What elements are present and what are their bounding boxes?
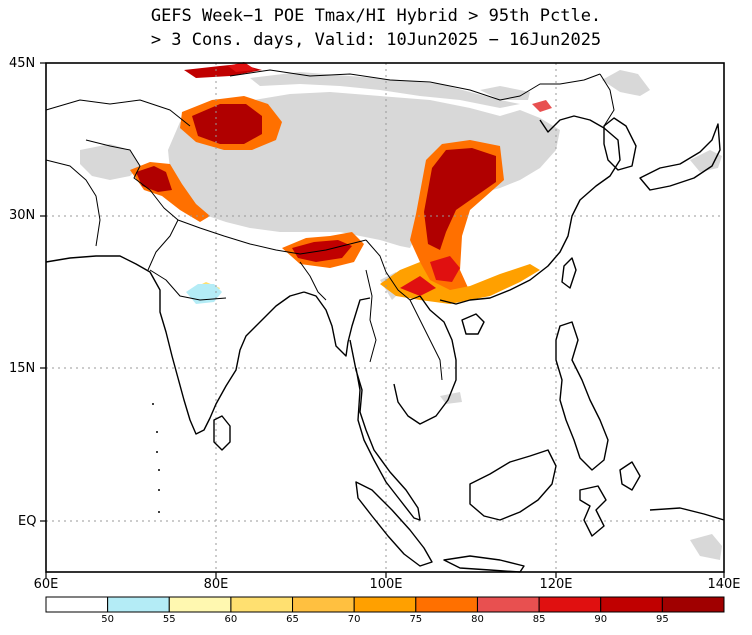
japan: [639, 123, 721, 191]
colorbar-swatch: [600, 596, 663, 613]
colorbar-swatch: [538, 596, 602, 613]
signal-sichuan-core: [424, 148, 496, 250]
border-iran-afghan: [45, 159, 101, 247]
bay-of-bengal-coast: [303, 291, 371, 357]
border-india-central: [149, 269, 227, 301]
gray-newguinea-patch: [690, 534, 722, 560]
lon-label-140e: 140E: [707, 577, 741, 592]
colorbar-swatch: [415, 596, 478, 613]
border-laos-vietnam: [409, 299, 443, 381]
signal-guangxi-red: [430, 256, 460, 282]
map-title-line2: > 3 Cons. days, Valid: 10Jun2025 − 16Jun…: [150, 30, 602, 50]
colorbar-label: 90: [594, 614, 608, 625]
border-central-asia: [45, 99, 191, 127]
sumatra: [355, 481, 433, 567]
lat-label-30n: 30N: [9, 208, 36, 223]
border-himalaya: [177, 219, 367, 255]
taiwan: [561, 257, 577, 289]
malay-peninsula: [349, 339, 421, 521]
lat-label-15n: 15N: [9, 361, 36, 376]
gray-mongolia-strip: [250, 72, 520, 108]
lat-label-45n: 45N: [9, 56, 36, 71]
colorbar-label: 60: [224, 614, 238, 625]
gray-afghanistan: [80, 144, 140, 180]
lon-label-100e: 100E: [369, 577, 403, 592]
country-borders: [45, 69, 615, 381]
colorbar-label: 80: [471, 614, 484, 625]
gray-sea-patch: [440, 392, 462, 404]
lon-label-80e: 80E: [203, 577, 229, 592]
gray-korea-patch: [602, 70, 650, 96]
colorbar-label: 65: [286, 614, 299, 625]
colorbar-label: 85: [532, 614, 546, 625]
india-west-coast: [45, 255, 305, 435]
axis-ticks: [40, 62, 725, 578]
colorbar-swatch: [107, 596, 170, 613]
colorbar-swatch: [476, 596, 540, 613]
colorbar-swatch: [292, 596, 355, 613]
border-myanmar-thai: [365, 269, 377, 363]
border-china-myanmar: [365, 239, 421, 301]
graticule: [46, 63, 724, 572]
south-china-coast: [439, 115, 621, 305]
colorbar-swatch: [353, 596, 417, 613]
signal-north-red: [228, 62, 256, 72]
map-title-line1: GEFS Week−1 POE Tmax/HI Hybrid > 95th Pc…: [150, 6, 602, 26]
border-afghan-pak: [85, 139, 179, 221]
colorbar-label: 55: [162, 614, 176, 625]
lat-label-eq: EQ: [18, 514, 37, 529]
border-bangladesh: [299, 261, 327, 301]
border-india-pak: [147, 219, 179, 271]
colorbar-label: 75: [409, 614, 423, 625]
lon-label-120e: 120E: [539, 577, 573, 592]
java: [443, 555, 525, 573]
philippines: [555, 321, 609, 471]
sri-lanka: [213, 415, 231, 451]
gray-japan-patch: [690, 150, 722, 172]
map-frame: [45, 62, 725, 573]
sulawesi: [579, 485, 607, 537]
colorbar-label: 95: [655, 614, 669, 625]
colorbar: [45, 596, 725, 613]
lon-label-60e: 60E: [33, 577, 59, 592]
colorbar-swatch: [661, 596, 725, 613]
indochina-coast: [393, 295, 457, 425]
signal-xinjiang-core: [192, 104, 262, 144]
colorbar-swatch: [230, 596, 294, 613]
coastlines: [45, 115, 725, 573]
lakshadweep-dots: [152, 403, 160, 513]
colorbar-label: 70: [347, 614, 361, 625]
new-guinea: [649, 507, 725, 521]
hainan: [461, 313, 485, 335]
borneo: [469, 449, 557, 521]
border-mongolia: [229, 69, 601, 101]
signal-pakistan-core: [136, 166, 172, 192]
moluccas: [619, 461, 641, 491]
colorbar-swatch: [168, 596, 232, 613]
korea: [603, 117, 637, 171]
signal-south-china-red: [400, 276, 436, 296]
colorbar-swatch: [45, 596, 109, 613]
signal-areas: [130, 62, 552, 304]
signal-korea-red: [532, 100, 552, 112]
border-russia-china: [599, 73, 615, 127]
colorbar-label: 50: [101, 614, 114, 625]
